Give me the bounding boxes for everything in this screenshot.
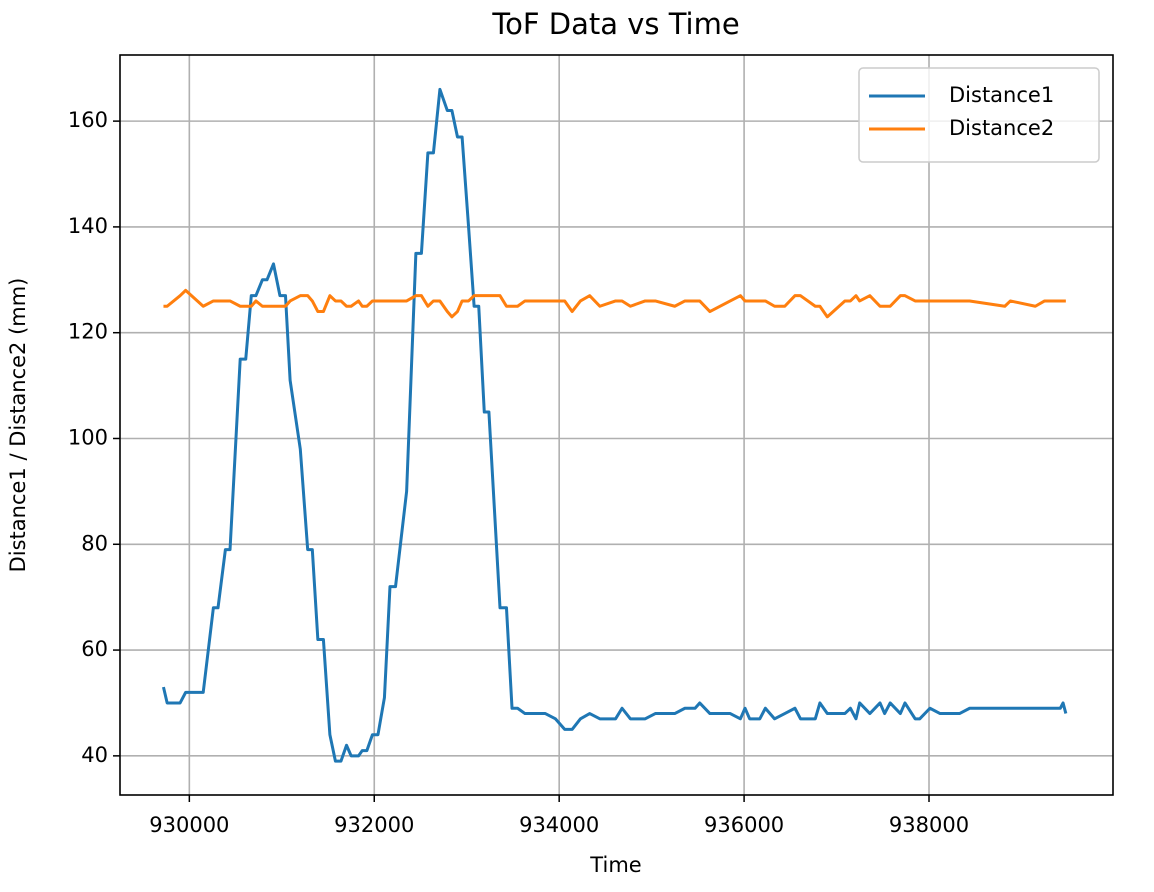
legend-label: Distance2 [949,116,1054,140]
plot-frame [119,54,1114,796]
x-tick-label: 936000 [704,813,784,837]
y-tick-label: 120 [68,320,108,344]
y-tick-label: 100 [68,425,108,449]
chart-title: ToF Data vs Time [491,7,739,41]
data-line [163,288,1066,319]
y-tick-label: 40 [81,743,108,767]
legend-label: Distance1 [949,83,1054,107]
legend-box [858,67,1100,163]
x-tick-label: 934000 [519,813,599,837]
y-tick-label: 140 [68,214,108,238]
y-tick-label: 160 [68,108,108,132]
x-tick-label: 930000 [149,813,229,837]
y-tick-label: 60 [81,637,108,661]
x-axis-label: Time [589,853,641,877]
y-tick-label: 80 [81,531,108,555]
x-tick-label: 938000 [889,813,969,837]
x-tick-label: 932000 [334,813,414,837]
data-line [161,87,1068,763]
y-axis-label: Distance1 / Distance2 (mm) [6,278,30,573]
